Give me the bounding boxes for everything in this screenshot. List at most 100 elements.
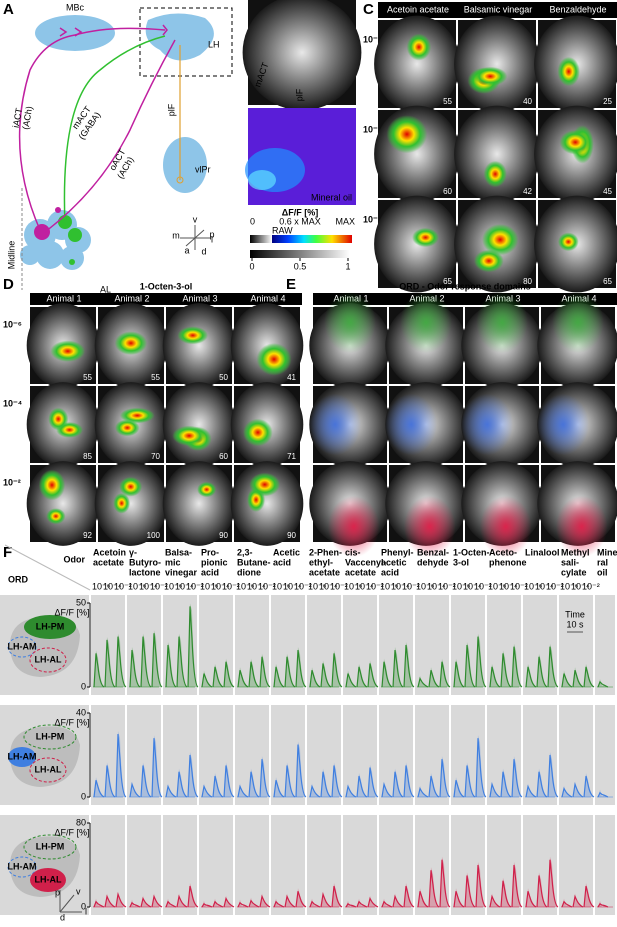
label: 10⁻⁶ — [524, 581, 543, 591]
trace — [511, 864, 523, 908]
label: 42 — [523, 187, 532, 196]
trace — [104, 639, 116, 688]
trace — [331, 653, 343, 688]
label: Benzaldehyde — [549, 4, 606, 14]
trace — [381, 661, 393, 688]
label: ΔF/F [%] — [54, 717, 89, 727]
trace — [572, 782, 584, 798]
label: dehyde — [417, 557, 449, 567]
label: acetate — [309, 567, 340, 577]
label: plF — [294, 88, 304, 101]
trace — [176, 636, 188, 688]
trace-band — [562, 898, 572, 907]
label: ORD - Odor response domains — [399, 281, 531, 291]
response-blob — [38, 469, 66, 501]
trace — [356, 900, 368, 908]
trace — [129, 782, 141, 798]
trace — [201, 673, 213, 688]
cell-bg — [271, 595, 305, 695]
label: LH-PM — [36, 841, 65, 851]
label: 1-Octen-3-ol — [140, 281, 193, 291]
trace — [165, 784, 177, 798]
trace — [140, 636, 152, 688]
label: Pro- — [201, 547, 219, 557]
label: 10⁻⁶ — [272, 581, 291, 591]
label: 10⁻⁶ — [128, 581, 147, 591]
image-tissue — [162, 461, 236, 546]
label: 10⁻² — [3, 477, 21, 487]
cell-bg — [487, 595, 521, 695]
label: AL — [100, 284, 111, 294]
trace — [439, 759, 451, 798]
cell-bg — [235, 595, 269, 695]
label: l — [85, 906, 87, 916]
trace — [583, 885, 595, 908]
response-blob — [114, 331, 148, 356]
raw-signal — [248, 170, 276, 190]
label: LH-AL — [35, 764, 62, 774]
label: 1-Octen- — [453, 547, 490, 557]
label: Acetoin — [93, 547, 126, 557]
trace — [583, 775, 595, 798]
trace — [597, 680, 609, 688]
trace — [237, 784, 249, 798]
label: 10⁻⁶ — [380, 581, 399, 591]
label: ral — [597, 557, 608, 567]
trace-band — [188, 603, 198, 687]
cell-bg — [199, 595, 233, 695]
label: 10⁻² — [330, 581, 348, 591]
response-blob — [473, 249, 504, 273]
label: A — [3, 1, 14, 18]
label: ORD — [8, 574, 29, 584]
response-blob — [119, 476, 143, 497]
response-blob — [46, 508, 66, 525]
domain — [7, 856, 37, 878]
cell-bg — [415, 815, 449, 915]
domain — [24, 615, 76, 639]
trace — [273, 900, 285, 908]
trace — [572, 894, 584, 908]
label: LH-AL — [35, 874, 62, 884]
label: 10⁻⁶ — [560, 581, 579, 591]
image-tissue — [374, 15, 460, 113]
label: 100 — [147, 531, 161, 540]
label: 10⁻⁴ — [427, 581, 446, 591]
trace — [547, 646, 559, 688]
label: Animal 1 — [46, 293, 81, 303]
cell-bg — [379, 595, 413, 695]
label: Benzal- — [417, 547, 449, 557]
domain — [29, 647, 67, 673]
label: lactone — [129, 567, 161, 577]
label: l — [211, 234, 213, 244]
trace-band — [357, 898, 367, 907]
response-blob — [386, 115, 428, 154]
trace — [453, 661, 465, 688]
cell-bg — [595, 815, 615, 915]
domain-blob — [476, 291, 528, 354]
label: 10⁻⁴ — [355, 581, 374, 591]
trace — [176, 894, 188, 908]
trace — [475, 738, 487, 798]
cell-bg — [595, 595, 615, 695]
trace — [428, 870, 440, 908]
trace — [536, 656, 548, 688]
label: γ- — [129, 547, 137, 557]
trace — [115, 733, 127, 798]
cell-bg — [199, 815, 233, 915]
label: Aceto- — [489, 547, 517, 557]
trace — [417, 787, 429, 798]
trace — [295, 891, 307, 908]
label: 10⁻² — [150, 581, 168, 591]
label: 92 — [83, 531, 92, 540]
label: 10⁻⁶ — [236, 581, 255, 591]
response-blob — [48, 407, 69, 431]
ord-diagram — [7, 615, 80, 677]
trace — [475, 636, 487, 688]
label: 10⁻⁴ — [247, 581, 266, 591]
trace — [356, 666, 368, 688]
colorbar-jet — [272, 235, 352, 243]
label: 10⁻⁶ — [200, 581, 219, 591]
response-blob — [557, 232, 579, 252]
label: d — [60, 912, 65, 922]
trace — [583, 666, 595, 688]
